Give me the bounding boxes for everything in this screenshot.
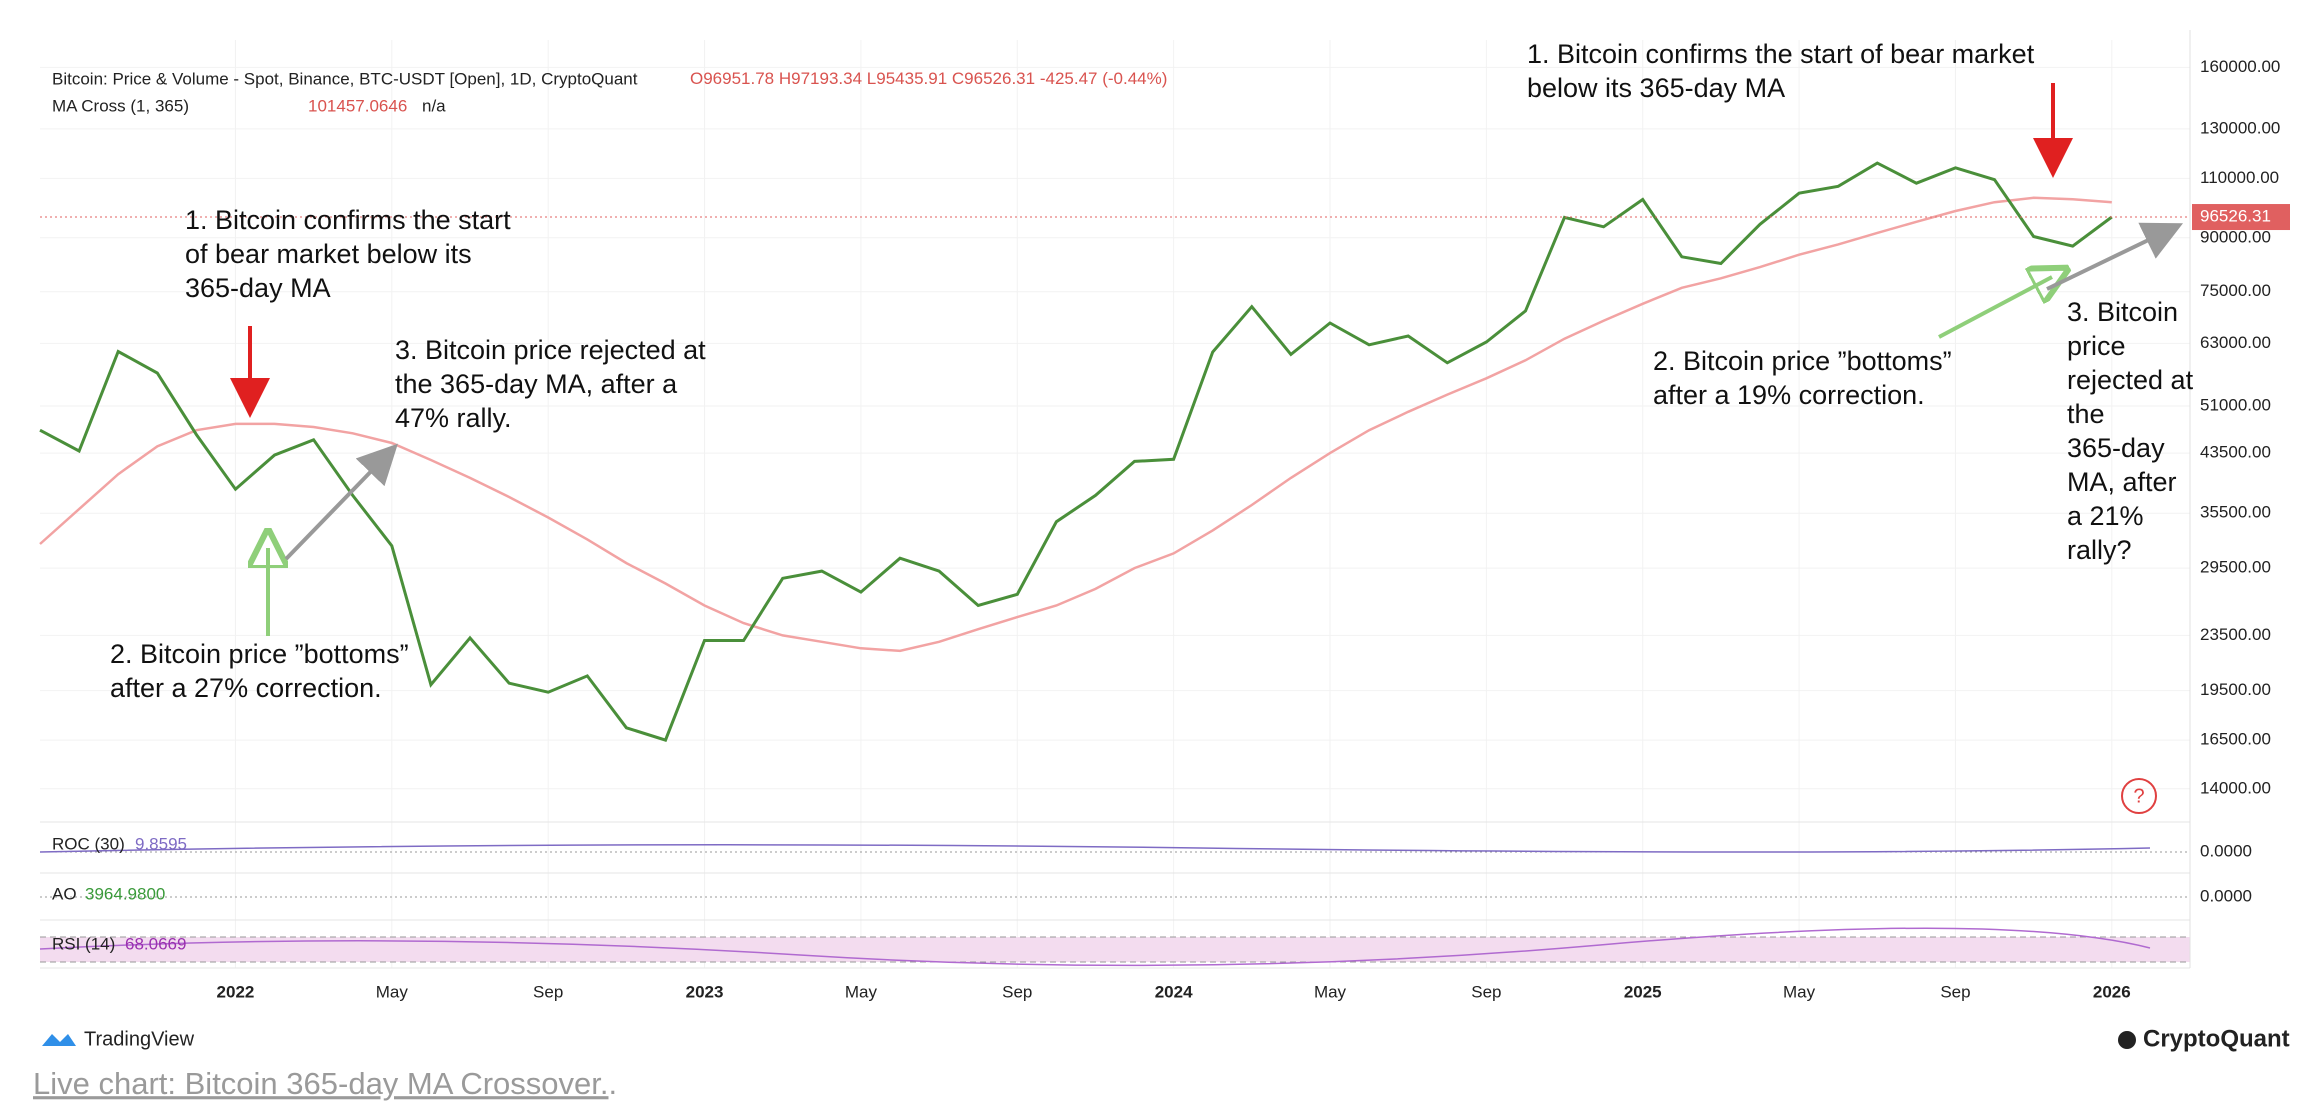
annotation: MA, after: [2067, 467, 2177, 497]
ao-name: AO: [52, 884, 77, 903]
y-tick-label: 63000.00: [2200, 333, 2271, 352]
grid: [40, 40, 2190, 968]
annotation: 365-day: [2067, 433, 2165, 463]
open: O96951.78: [690, 69, 774, 88]
x-tick-label: 2026: [2093, 982, 2131, 1001]
price-plot: [39, 161, 2190, 742]
y-tick-label: 51000.00: [2200, 395, 2271, 414]
x-tick-label: May: [845, 982, 878, 1001]
x-tick-label: Sep: [1002, 982, 1032, 1001]
ao-value: 3964.9800: [85, 884, 165, 903]
x-tick-label: Sep: [533, 982, 563, 1001]
help-icon-text[interactable]: ?: [2133, 785, 2144, 807]
y-tick-label: 160000.00: [2200, 57, 2280, 76]
annotation: rally?: [2067, 535, 2132, 565]
x-tick-label: 2025: [1624, 982, 1662, 1001]
ma-value: 101457.0646: [308, 96, 407, 115]
y-tick-label: 14000.00: [2200, 778, 2271, 797]
rsi-name: RSI (14): [52, 934, 115, 953]
series-line: [39, 196, 2112, 653]
tradingview-brand: TradingView: [84, 1028, 195, 1050]
y-tick-label: 19500.00: [2200, 680, 2271, 699]
x-tick-label: Sep: [1471, 982, 1501, 1001]
tradingview-logo: [42, 1034, 76, 1046]
annotation: 3. Bitcoin price rejected at: [395, 335, 706, 365]
y-tick-label: 29500.00: [2200, 558, 2271, 577]
roc-axis: 0.0000: [2200, 841, 2252, 860]
arrows: [230, 83, 2184, 636]
annotation: 2. Bitcoin price ”bottoms”: [110, 639, 409, 669]
x-tick-label: May: [1314, 982, 1347, 1001]
ma-extra: n/a: [422, 96, 446, 115]
roc-name: ROC (30): [52, 834, 125, 853]
y-tick-label: 16500.00: [2200, 730, 2271, 749]
annotation: the: [2067, 399, 2105, 429]
annotation: 365-day MA: [185, 273, 331, 303]
y-tick-label: 23500.00: [2200, 625, 2271, 644]
change: -425.47 (-0.44%): [1040, 69, 1168, 88]
annotation: after a 19% correction.: [1653, 380, 1925, 410]
annotation: 47% rally.: [395, 403, 512, 433]
x-tick-label: May: [1783, 982, 1816, 1001]
cryptoquant-logo: [2118, 1031, 2136, 1049]
y-tick-label: 110000.00: [2200, 168, 2279, 187]
live-chart-link[interactable]: Live chart: Bitcoin 365-day MA Crossover…: [33, 1066, 608, 1101]
x-tick-label: 2022: [217, 982, 255, 1001]
annotation: the 365-day MA, after a: [395, 369, 678, 399]
series-line: [39, 161, 2113, 742]
annotation: 1. Bitcoin confirms the start: [185, 205, 511, 235]
high: H97193.34: [779, 69, 862, 88]
link-tail: .: [608, 1066, 617, 1101]
rsi-value: 68.0669: [125, 934, 186, 953]
indicator-panes: [39, 821, 2190, 969]
x-tick-label: Sep: [1940, 982, 1970, 1001]
y-tick-label: 35500.00: [2200, 503, 2271, 522]
annotation: rejected at: [2067, 365, 2194, 395]
y-tick-label: 75000.00: [2200, 281, 2271, 300]
annotation: below its 365-day MA: [1527, 73, 1785, 103]
header-ohlc: O96951.78 H97193.34 L95435.91 C96526.31 …: [690, 69, 1167, 88]
x-tick-label: 2024: [1155, 982, 1193, 1001]
annotation: 1. Bitcoin confirms the start of bear ma…: [1527, 39, 2035, 69]
cryptoquant-brand: CryptoQuant: [2143, 1025, 2290, 1052]
annotation: after a 27% correction.: [110, 673, 382, 703]
ao-axis: 0.0000: [2200, 886, 2252, 905]
x-tick-label: May: [376, 982, 409, 1001]
annotation: 3. Bitcoin: [2067, 297, 2178, 327]
ma-name: MA Cross (1, 365): [52, 96, 189, 115]
y-tick-label: 43500.00: [2200, 443, 2271, 462]
close: C96526.31: [952, 69, 1035, 88]
y-tick-label: 90000.00: [2200, 227, 2271, 246]
annotation: price: [2067, 331, 2126, 361]
header-title: Bitcoin: Price & Volume - Spot, Binance,…: [52, 69, 638, 88]
help-icon[interactable]: [2121, 778, 2157, 814]
last-price-label: 96526.31: [2200, 207, 2271, 226]
roc-value: 9.8595: [135, 834, 187, 853]
annotation: 2. Bitcoin price ”bottoms”: [1653, 346, 1952, 376]
x-tick-label: 2023: [686, 982, 724, 1001]
last-price-tag: [2192, 204, 2290, 231]
y-tick-label: 130000.00: [2200, 118, 2280, 137]
low: L95435.91: [867, 69, 947, 88]
annotation: a 21%: [2067, 501, 2144, 531]
annotation: of bear market below its: [185, 239, 472, 269]
